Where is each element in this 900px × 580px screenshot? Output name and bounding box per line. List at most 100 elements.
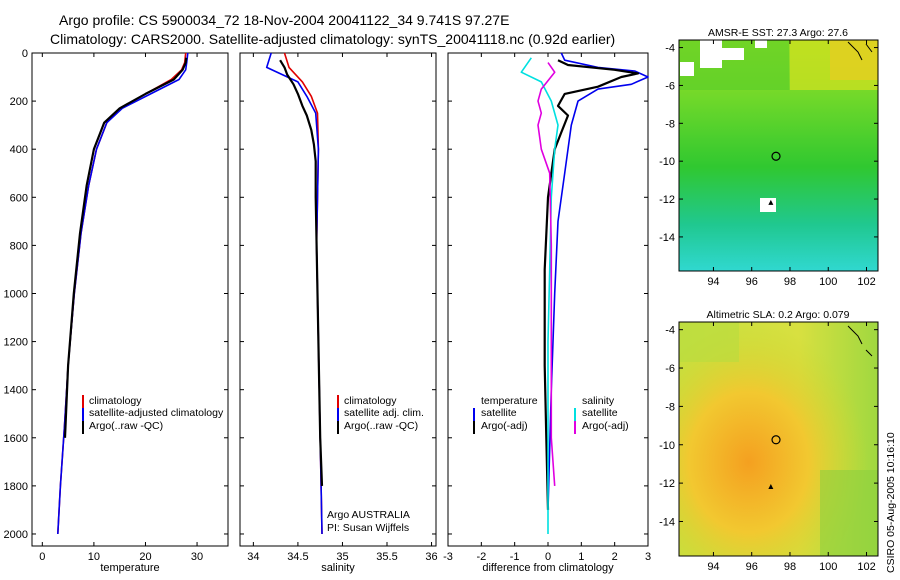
sst-missing-data bbox=[700, 40, 722, 68]
island-coastline bbox=[847, 325, 873, 357]
map-x-tick-label: 94 bbox=[707, 561, 719, 573]
sla-map bbox=[678, 321, 879, 557]
x-tick-label: 20 bbox=[139, 551, 151, 563]
salinity-xlabel: salinity bbox=[321, 562, 355, 574]
series-line-salinity_sat bbox=[520, 57, 559, 534]
map-y-tick-label: -14 bbox=[659, 232, 675, 244]
map-y-tick-label: -10 bbox=[659, 440, 675, 452]
legend-climatology: climatology bbox=[89, 395, 142, 407]
x-tick-label: 0 bbox=[39, 551, 45, 563]
sla-map-axes: 94 96 98 100 102 -4 -6 -8 -10 -12 -14 bbox=[659, 322, 878, 573]
difference-plot: -3 -2 -1 0 1 2 3 bbox=[443, 52, 651, 563]
series-line-argo bbox=[63, 57, 188, 438]
map-y-tick-label: -8 bbox=[665, 401, 675, 413]
sst-map bbox=[678, 39, 879, 272]
x-tick-label: -2 bbox=[476, 551, 486, 563]
legend-satellite: satellite-adjusted climatology bbox=[89, 407, 224, 419]
temperature-legend: climatology satellite-adjusted climatolo… bbox=[82, 395, 224, 434]
legend-sal-argo: Argo(-adj) bbox=[582, 420, 629, 432]
sst-missing-data bbox=[755, 40, 767, 48]
island-coastline bbox=[847, 41, 873, 61]
sla-low-anomaly bbox=[679, 322, 739, 362]
map-x-tick-label: 100 bbox=[819, 561, 837, 573]
y-tick-label: 600 bbox=[10, 192, 28, 204]
sst-field-patch bbox=[830, 40, 878, 80]
temperature-xlabel: temperature bbox=[100, 562, 159, 574]
x-tick-label: 10 bbox=[88, 551, 100, 563]
map-y-tick-label: -6 bbox=[665, 363, 675, 375]
annotation-institution: Argo AUSTRALIA bbox=[327, 509, 410, 521]
salinity-legend: climatology satellite adj. clim. Argo(..… bbox=[327, 395, 424, 534]
legend-argo: Argo(..raw -QC) bbox=[89, 420, 163, 432]
y-tick-label: 1200 bbox=[4, 337, 28, 349]
map-x-tick-label: 96 bbox=[746, 276, 758, 288]
series-line-argo bbox=[543, 59, 640, 510]
salinity-panel bbox=[239, 52, 437, 547]
x-tick-label: 30 bbox=[191, 551, 203, 563]
legend-satellite: satellite adj. clim. bbox=[344, 407, 424, 419]
y-tick-label: 1400 bbox=[4, 385, 28, 397]
map-y-tick-label: -6 bbox=[665, 80, 675, 92]
figure-title: Argo profile: CS 5900034_72 18-Nov-2004 … bbox=[59, 12, 509, 28]
map-x-tick-label: 102 bbox=[857, 561, 875, 573]
sla-low-anomaly bbox=[820, 470, 878, 556]
y-tick-label: 800 bbox=[10, 240, 28, 252]
map-y-tick-label: -12 bbox=[659, 478, 675, 490]
sst-missing-data bbox=[680, 62, 694, 76]
map-x-tick-label: 98 bbox=[784, 561, 796, 573]
sla-map-frame bbox=[678, 321, 879, 557]
island-marker bbox=[768, 199, 774, 205]
sla-map-title: Altimetric SLA: 0.2 Argo: 0.079 bbox=[707, 309, 850, 321]
difference-legend: temperature satellite Argo(-adj) salinit… bbox=[473, 395, 629, 434]
legend-temp-satellite: satellite bbox=[481, 407, 517, 419]
x-tick-label: 2 bbox=[612, 551, 618, 563]
x-tick-label: 36 bbox=[425, 551, 437, 563]
y-tick-label: 0 bbox=[22, 48, 28, 60]
sst-map-frame bbox=[678, 39, 879, 272]
y-tick-label: 1600 bbox=[4, 433, 28, 445]
y-tick-label: 400 bbox=[10, 144, 28, 156]
annotation-pi: PI: Susan Wijffels bbox=[327, 522, 409, 534]
series-line-salinity_argo bbox=[537, 62, 556, 486]
sst-field-patch bbox=[679, 40, 789, 90]
map-x-tick-label: 94 bbox=[707, 276, 719, 288]
difference-xlabel: difference from climatology bbox=[482, 562, 614, 574]
map-x-tick-label: 96 bbox=[746, 561, 758, 573]
map-y-tick-label: -12 bbox=[659, 194, 675, 206]
temperature-panel bbox=[31, 52, 229, 547]
x-tick-label: -1 bbox=[510, 551, 520, 563]
legend-temperature-header: temperature bbox=[481, 395, 538, 407]
y-tick-label: 1800 bbox=[4, 481, 28, 493]
legend-argo: Argo(..raw -QC) bbox=[344, 420, 418, 432]
x-tick-label: 34 bbox=[247, 551, 259, 563]
x-tick-label: 1 bbox=[578, 551, 584, 563]
figure-subtitle: Climatology: CARS2000. Satellite-adjuste… bbox=[50, 31, 615, 47]
map-x-tick-label: 98 bbox=[784, 276, 796, 288]
map-x-tick-label: 100 bbox=[819, 276, 837, 288]
map-x-tick-label: 102 bbox=[857, 276, 875, 288]
sst-missing-data bbox=[722, 48, 744, 60]
island-marker bbox=[768, 483, 774, 489]
x-tick-label: -3 bbox=[443, 551, 453, 563]
legend-temp-argo: Argo(-adj) bbox=[481, 420, 528, 432]
salinity-plot: 34 34.5 35 35.5 36 bbox=[240, 52, 438, 563]
y-tick-label: 1000 bbox=[4, 288, 28, 300]
x-tick-label: 34.5 bbox=[287, 551, 308, 563]
map-y-tick-label: -8 bbox=[665, 118, 675, 130]
legend-climatology: climatology bbox=[344, 395, 397, 407]
x-tick-label: 0 bbox=[545, 551, 551, 563]
temperature-plot: 0 10 20 30 0 200 400 600 800 1000 1200 1400 1600 1800… bbox=[4, 48, 228, 563]
map-y-tick-label: -4 bbox=[665, 43, 675, 55]
x-tick-label: 3 bbox=[645, 551, 651, 563]
argo-float-marker bbox=[771, 435, 781, 445]
map-y-tick-label: -14 bbox=[659, 516, 675, 528]
x-tick-label: 35.5 bbox=[376, 551, 397, 563]
sst-map-title: AMSR-E SST: 27.3 Argo: 27.6 bbox=[708, 27, 848, 39]
legend-sal-satellite: satellite bbox=[582, 407, 618, 419]
credit-text: CSIRO 05-Aug-2005 10:16:10 bbox=[885, 432, 897, 573]
series-line-argo bbox=[279, 59, 324, 486]
y-tick-label: 2000 bbox=[4, 529, 28, 541]
map-y-tick-label: -10 bbox=[659, 156, 675, 168]
sst-missing-data bbox=[760, 198, 776, 212]
